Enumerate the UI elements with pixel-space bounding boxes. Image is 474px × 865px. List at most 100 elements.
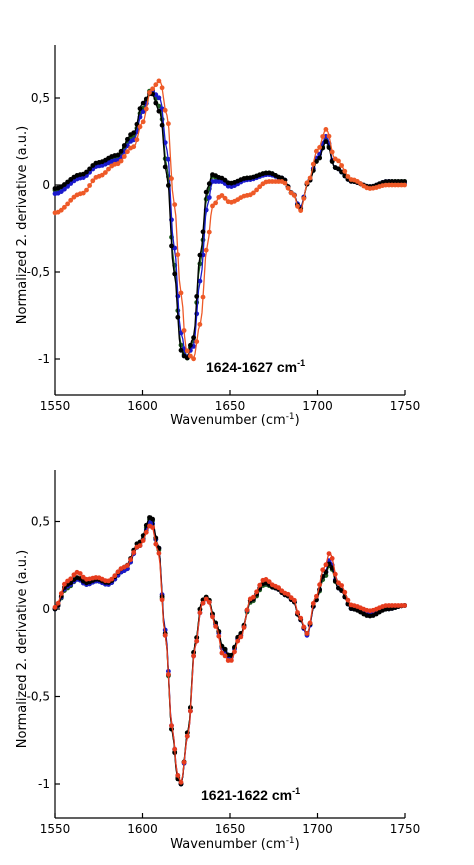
x-tick-label: 1700 bbox=[302, 399, 333, 413]
data-point bbox=[172, 202, 178, 208]
data-point bbox=[244, 607, 250, 613]
data-point bbox=[213, 624, 219, 629]
data-point bbox=[232, 649, 237, 655]
data-point bbox=[307, 620, 313, 626]
data-point bbox=[402, 179, 407, 184]
data-point bbox=[58, 207, 64, 213]
y-axis-label: Normalized 2. derivative (a.u.) bbox=[15, 550, 30, 748]
data-point bbox=[175, 252, 181, 258]
data-point bbox=[143, 106, 149, 112]
chart-panel-1: 0,5 0 -0,5 -1 1550 1600 1650 1700 1750 Wavenumber… bbox=[15, 45, 420, 428]
y-tick-label: -0,5 bbox=[27, 265, 50, 279]
data-point bbox=[197, 252, 203, 258]
data-point bbox=[109, 576, 115, 582]
data-point bbox=[336, 166, 341, 172]
data-point bbox=[137, 124, 143, 130]
series-1 bbox=[52, 516, 407, 787]
data-point bbox=[216, 633, 222, 639]
data-point bbox=[77, 571, 83, 576]
data-point bbox=[219, 650, 225, 656]
data-point bbox=[336, 580, 341, 586]
data-point bbox=[285, 185, 291, 191]
data-point bbox=[140, 100, 146, 106]
data-point bbox=[58, 591, 64, 596]
data-point bbox=[191, 356, 197, 362]
data-point bbox=[143, 529, 149, 535]
data-point bbox=[159, 85, 165, 91]
data-point bbox=[153, 541, 159, 547]
data-point bbox=[172, 746, 178, 752]
series-line bbox=[54, 91, 405, 361]
data-point bbox=[150, 516, 156, 522]
data-point bbox=[178, 290, 184, 296]
peak-annotation: 1624-1627 cm-1 bbox=[206, 358, 305, 375]
data-point bbox=[84, 169, 89, 175]
data-point bbox=[166, 183, 171, 188]
data-point bbox=[336, 158, 341, 164]
peak-annotation: 1621-1622 cm-1 bbox=[201, 786, 300, 803]
data-point bbox=[115, 152, 121, 158]
data-point bbox=[292, 193, 297, 198]
data-point bbox=[52, 604, 58, 610]
data-point bbox=[62, 581, 67, 587]
data-point bbox=[178, 779, 184, 785]
data-point bbox=[317, 145, 322, 150]
data-point bbox=[184, 348, 190, 354]
x-tick-label: 1600 bbox=[127, 399, 158, 413]
data-point bbox=[169, 723, 174, 729]
data-point bbox=[310, 161, 316, 167]
data-point bbox=[191, 653, 197, 659]
data-point bbox=[301, 196, 307, 201]
data-point bbox=[131, 550, 137, 555]
series-4 bbox=[52, 523, 407, 785]
data-point bbox=[203, 247, 209, 253]
data-point bbox=[55, 600, 61, 606]
data-point bbox=[329, 149, 335, 155]
data-point bbox=[188, 353, 193, 359]
data-point bbox=[166, 156, 171, 162]
data-point bbox=[298, 615, 304, 621]
y-axis-label: Normalized 2. derivative (a.u.) bbox=[15, 126, 30, 324]
data-point bbox=[181, 328, 187, 333]
series-line bbox=[54, 79, 405, 361]
data-point bbox=[314, 148, 319, 154]
data-point bbox=[402, 603, 407, 608]
data-point bbox=[103, 170, 108, 175]
x-axis-label: Wavenumber (cm-1) bbox=[170, 412, 300, 428]
data-point bbox=[162, 164, 168, 170]
data-point bbox=[128, 557, 134, 563]
chart-panel-2: 0,5 0 -0,5 -1 1550 1600 1650 1700 1750 Wavenumber… bbox=[15, 470, 420, 852]
data-point bbox=[140, 119, 146, 125]
data-point bbox=[235, 638, 241, 644]
series-1 bbox=[52, 88, 407, 361]
data-point bbox=[159, 122, 165, 128]
data-point bbox=[153, 82, 159, 88]
data-point bbox=[125, 149, 130, 155]
data-point bbox=[125, 136, 130, 142]
x-tick-label: 1700 bbox=[302, 822, 333, 836]
x-tick-label: 1600 bbox=[127, 822, 158, 836]
data-point bbox=[137, 106, 143, 111]
series-3 bbox=[52, 515, 407, 787]
data-point bbox=[282, 180, 288, 186]
data-point bbox=[68, 197, 74, 203]
data-point bbox=[112, 573, 118, 579]
x-axis-label: Wavenumber (cm-1) bbox=[170, 836, 300, 852]
data-point bbox=[162, 107, 168, 113]
data-point bbox=[254, 187, 259, 193]
x-tick-label: 1750 bbox=[390, 399, 421, 413]
data-point bbox=[339, 163, 344, 168]
data-point bbox=[188, 708, 193, 714]
data-point bbox=[156, 78, 162, 84]
data-point bbox=[206, 195, 212, 200]
data-point bbox=[68, 576, 74, 582]
data-point bbox=[99, 172, 105, 178]
data-point bbox=[125, 563, 130, 568]
data-point bbox=[339, 583, 344, 588]
data-point bbox=[298, 208, 304, 214]
data-point bbox=[80, 190, 86, 196]
y-tick-label: 0,5 bbox=[31, 91, 50, 105]
data-point bbox=[241, 625, 247, 630]
data-point bbox=[172, 271, 178, 277]
data-point bbox=[175, 314, 181, 320]
